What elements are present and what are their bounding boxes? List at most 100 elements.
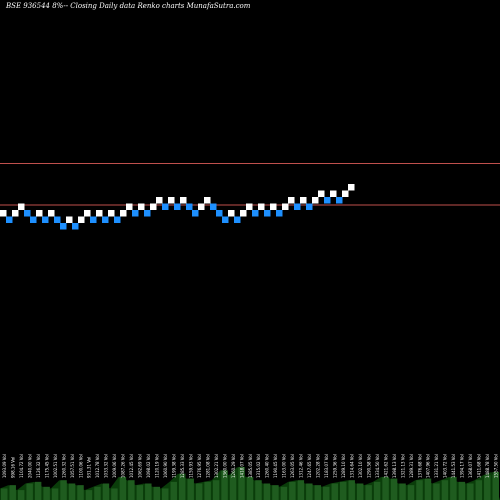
volume-label: 1012.45 Vol <box>129 454 134 478</box>
volume-label: 1421.62 Vol <box>383 454 388 478</box>
volume-label: 1557.50 Vol <box>494 454 499 478</box>
volume-label: 1263.05 Vol <box>290 454 295 478</box>
renko-brick-up <box>108 210 115 217</box>
renko-brick-up <box>198 203 205 210</box>
renko-brick-down <box>336 197 343 204</box>
volume-bar <box>475 480 483 500</box>
volume-label: 1098.02 Vol <box>146 454 151 478</box>
volume-label: 1418.07 Vol <box>239 454 244 478</box>
volume-label: 1060.90 Vol <box>163 454 168 478</box>
volume-label: 1312.46 Vol <box>299 454 304 478</box>
volume-label: 1334.50 Vol <box>375 454 380 478</box>
volume-label: 1260.40 Vol <box>265 454 270 478</box>
volume-bar <box>323 486 330 500</box>
volume-bar <box>467 483 474 500</box>
volume-label: 1331.21 Vol <box>434 454 439 478</box>
volume-bar <box>484 475 491 500</box>
volume-label: 1315.02 Vol <box>256 454 261 478</box>
volume-label: 998.16 Vol <box>10 457 15 478</box>
renko-brick-up <box>156 197 163 204</box>
volume-label: 1285.33 Vol <box>180 454 185 478</box>
renko-brick-down <box>174 203 181 210</box>
renko-brick-down <box>102 216 109 223</box>
volume-bar <box>17 490 25 500</box>
volume-label: 1259.36 Vol <box>333 454 338 478</box>
volume-label: 1289.10 Vol <box>341 454 346 478</box>
volume-label: 1062.69 Vol <box>138 454 143 478</box>
renko-brick-up <box>12 210 19 217</box>
volume-bar <box>145 483 152 500</box>
volume-bar <box>280 486 288 500</box>
volume-label: 1175.45 Vol <box>44 454 49 478</box>
renko-brick-up <box>78 216 85 223</box>
renko-brick-up <box>18 203 25 210</box>
volume-bar <box>204 481 211 500</box>
volume-label: 1104.72 Vol <box>19 454 24 478</box>
renko-brick-up <box>180 197 187 204</box>
volume-bar <box>43 486 50 500</box>
renko-brick-down <box>30 216 37 223</box>
renko-brick-up <box>330 190 337 197</box>
volume-bar <box>94 486 101 500</box>
renko-brick-up <box>168 197 175 204</box>
volume-bar <box>255 480 262 500</box>
volume-bar <box>77 485 84 500</box>
volume-label: 1281.08 Vol <box>205 454 210 478</box>
volume-label: 1321.13 Vol <box>400 454 405 478</box>
volume-label: 1290.58 Vol <box>366 454 371 478</box>
renko-brick-down <box>192 210 199 217</box>
volume-label: 1260.29 Vol <box>231 454 236 478</box>
volume-label: 2040.00 Vol <box>27 454 32 478</box>
volume-bar <box>60 480 67 500</box>
volume-bar <box>356 483 364 500</box>
renko-brick-up <box>36 210 43 217</box>
renko-brick-down <box>114 216 121 223</box>
volume-label: 1376.68 Vol <box>417 454 422 478</box>
volume-label: 1183.07 Vol <box>324 454 329 478</box>
volume-bar <box>119 476 127 500</box>
volume-bar <box>1 488 8 500</box>
volume-bar <box>348 480 355 500</box>
volume-bar <box>289 481 296 500</box>
volume-bar <box>458 481 466 500</box>
volume-label: 1407.96 Vol <box>426 454 431 478</box>
volume-label: 1394.17 Vol <box>460 454 465 478</box>
chart-title: BSE 936544 8%-- Closing Daily data Renko… <box>6 2 251 10</box>
volume-label: 1314.64 Vol <box>349 454 354 478</box>
volume-bar <box>195 483 203 500</box>
renko-brick-down <box>42 216 49 223</box>
renko-brick-up <box>138 203 145 210</box>
volume-label: 1002.51 Vol <box>53 454 58 478</box>
renko-brick-down <box>306 203 313 210</box>
volume-bar <box>68 483 76 500</box>
renko-brick-up <box>288 197 295 204</box>
renko-brick-down <box>6 216 13 223</box>
volume-bar <box>416 480 423 500</box>
volume-bar <box>433 483 440 500</box>
renko-brick-down <box>276 210 283 217</box>
volume-label: 1202.28 Vol <box>316 454 321 478</box>
renko-brick-up <box>84 210 91 217</box>
volume-label: 1033.32 Vol <box>104 454 109 478</box>
volume-label: 1488.78 Vol <box>485 454 490 478</box>
renko-brick-down <box>186 203 193 210</box>
renko-brick-down <box>210 203 217 210</box>
volume-bar <box>263 483 271 500</box>
volume-label: 1126.32 Vol <box>36 454 41 478</box>
volume-bar <box>51 488 59 500</box>
volume-bar <box>306 483 313 500</box>
volume-bar <box>407 485 415 500</box>
renko-brick-up <box>120 210 127 217</box>
volume-bar <box>85 490 93 500</box>
volume-bar <box>178 473 186 500</box>
volume-label: 1163.00 Vol <box>282 454 287 478</box>
renko-brick-down <box>264 210 271 217</box>
volume-bar <box>365 485 372 500</box>
volume-label: 1368.07 Vol <box>468 454 473 478</box>
renko-brick-up <box>282 203 289 210</box>
renko-brick-up <box>228 210 235 217</box>
volume-bar <box>441 480 449 500</box>
volume-label: 1260.32 Vol <box>61 454 66 478</box>
renko-brick-down <box>294 203 301 210</box>
